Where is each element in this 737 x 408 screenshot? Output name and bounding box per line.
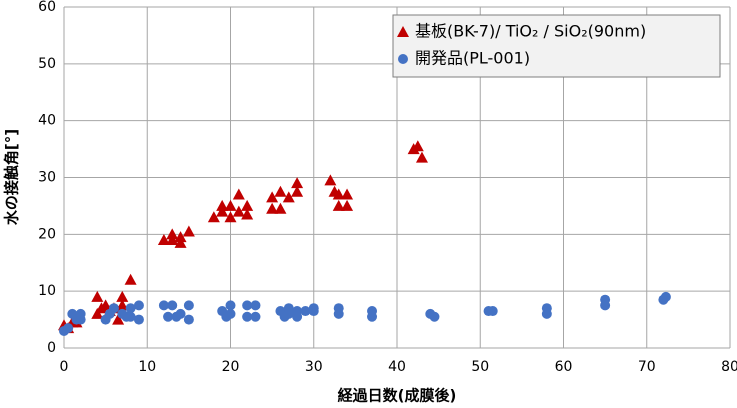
data-point <box>232 188 245 200</box>
data-point <box>124 273 137 285</box>
x-tick-label: 40 <box>388 359 406 375</box>
data-point <box>341 199 354 211</box>
data-point <box>174 236 187 248</box>
data-point <box>250 311 261 322</box>
data-point <box>291 177 304 189</box>
x-tick-label: 0 <box>60 359 69 375</box>
data-point <box>242 311 253 322</box>
data-point <box>225 308 236 319</box>
x-tick-label: 70 <box>638 359 656 375</box>
data-point <box>166 228 179 240</box>
data-point <box>224 199 237 211</box>
data-point <box>415 151 428 163</box>
data-point <box>183 314 194 325</box>
data-point <box>600 300 611 311</box>
y-tick-label: 60 <box>38 0 56 15</box>
data-point <box>283 308 294 319</box>
data-point <box>411 140 424 152</box>
data-point <box>75 308 86 319</box>
data-point <box>182 225 195 237</box>
x-tick-label: 10 <box>138 359 156 375</box>
data-point <box>216 205 229 217</box>
data-point <box>250 300 261 311</box>
y-tick-label: 20 <box>38 226 56 242</box>
data-point <box>167 300 178 311</box>
x-axis-title: 経過日数(成膜後) <box>338 387 457 405</box>
data-point <box>333 308 344 319</box>
data-point <box>367 311 378 322</box>
data-point <box>241 208 254 220</box>
data-point <box>216 199 229 211</box>
data-point <box>242 300 253 311</box>
data-point <box>332 188 345 200</box>
data-point <box>282 191 295 203</box>
y-tick-label: 30 <box>38 170 56 186</box>
data-point <box>291 185 304 197</box>
data-point <box>116 290 129 302</box>
data-point <box>241 199 254 211</box>
legend-marker <box>398 54 408 64</box>
x-tick-label: 60 <box>555 359 573 375</box>
legend-marker <box>397 26 409 37</box>
data-point <box>274 185 287 197</box>
x-tick-label: 20 <box>222 359 240 375</box>
data-point <box>158 300 169 311</box>
data-point <box>175 308 186 319</box>
y-tick-label: 40 <box>38 113 56 129</box>
y-tick-label: 0 <box>47 340 56 356</box>
data-point <box>541 303 552 314</box>
data-point <box>660 291 671 302</box>
data-point <box>207 211 220 223</box>
data-point <box>63 323 74 334</box>
x-tick-label: 30 <box>305 359 323 375</box>
data-point <box>133 300 144 311</box>
data-point <box>108 303 119 314</box>
data-point <box>157 234 170 246</box>
data-point <box>429 311 440 322</box>
data-point <box>324 174 337 186</box>
data-point <box>266 191 279 203</box>
data-point <box>308 306 319 317</box>
legend-label: 開発品(PL-001) <box>415 49 530 68</box>
data-point <box>332 199 345 211</box>
data-point <box>183 300 194 311</box>
data-point <box>163 311 174 322</box>
data-point <box>174 231 187 243</box>
data-point <box>91 307 104 319</box>
data-point <box>341 188 354 200</box>
legend-box <box>392 14 721 78</box>
data-point <box>225 300 236 311</box>
data-point <box>125 303 136 314</box>
data-point <box>112 313 125 325</box>
y-axis-title: 水の接触角[°] <box>3 129 21 225</box>
data-point <box>266 202 279 214</box>
data-point <box>292 311 303 322</box>
x-tick-label: 50 <box>471 359 489 375</box>
data-point <box>224 211 237 223</box>
y-tick-label: 50 <box>38 56 56 72</box>
y-tick-label: 10 <box>38 283 56 299</box>
data-point <box>133 314 144 325</box>
data-point <box>91 290 104 302</box>
x-tick-label: 80 <box>721 359 737 375</box>
legend-label: 基板(BK-7)/ TiO₂ / SiO₂(90nm) <box>415 22 646 41</box>
data-point <box>487 306 498 317</box>
data-point <box>116 299 129 311</box>
data-point <box>274 202 287 214</box>
data-point <box>166 234 179 246</box>
data-point <box>125 311 136 322</box>
data-point <box>300 306 311 317</box>
data-point <box>232 205 245 217</box>
